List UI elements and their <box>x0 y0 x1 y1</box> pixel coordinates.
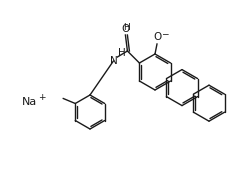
Text: O: O <box>121 24 129 34</box>
Text: H: H <box>123 24 130 32</box>
Text: +: + <box>38 93 45 102</box>
Text: H: H <box>117 48 125 58</box>
Text: −: − <box>161 29 168 39</box>
Text: N: N <box>109 56 117 66</box>
Text: Na: Na <box>22 97 37 107</box>
Text: O: O <box>153 32 162 42</box>
